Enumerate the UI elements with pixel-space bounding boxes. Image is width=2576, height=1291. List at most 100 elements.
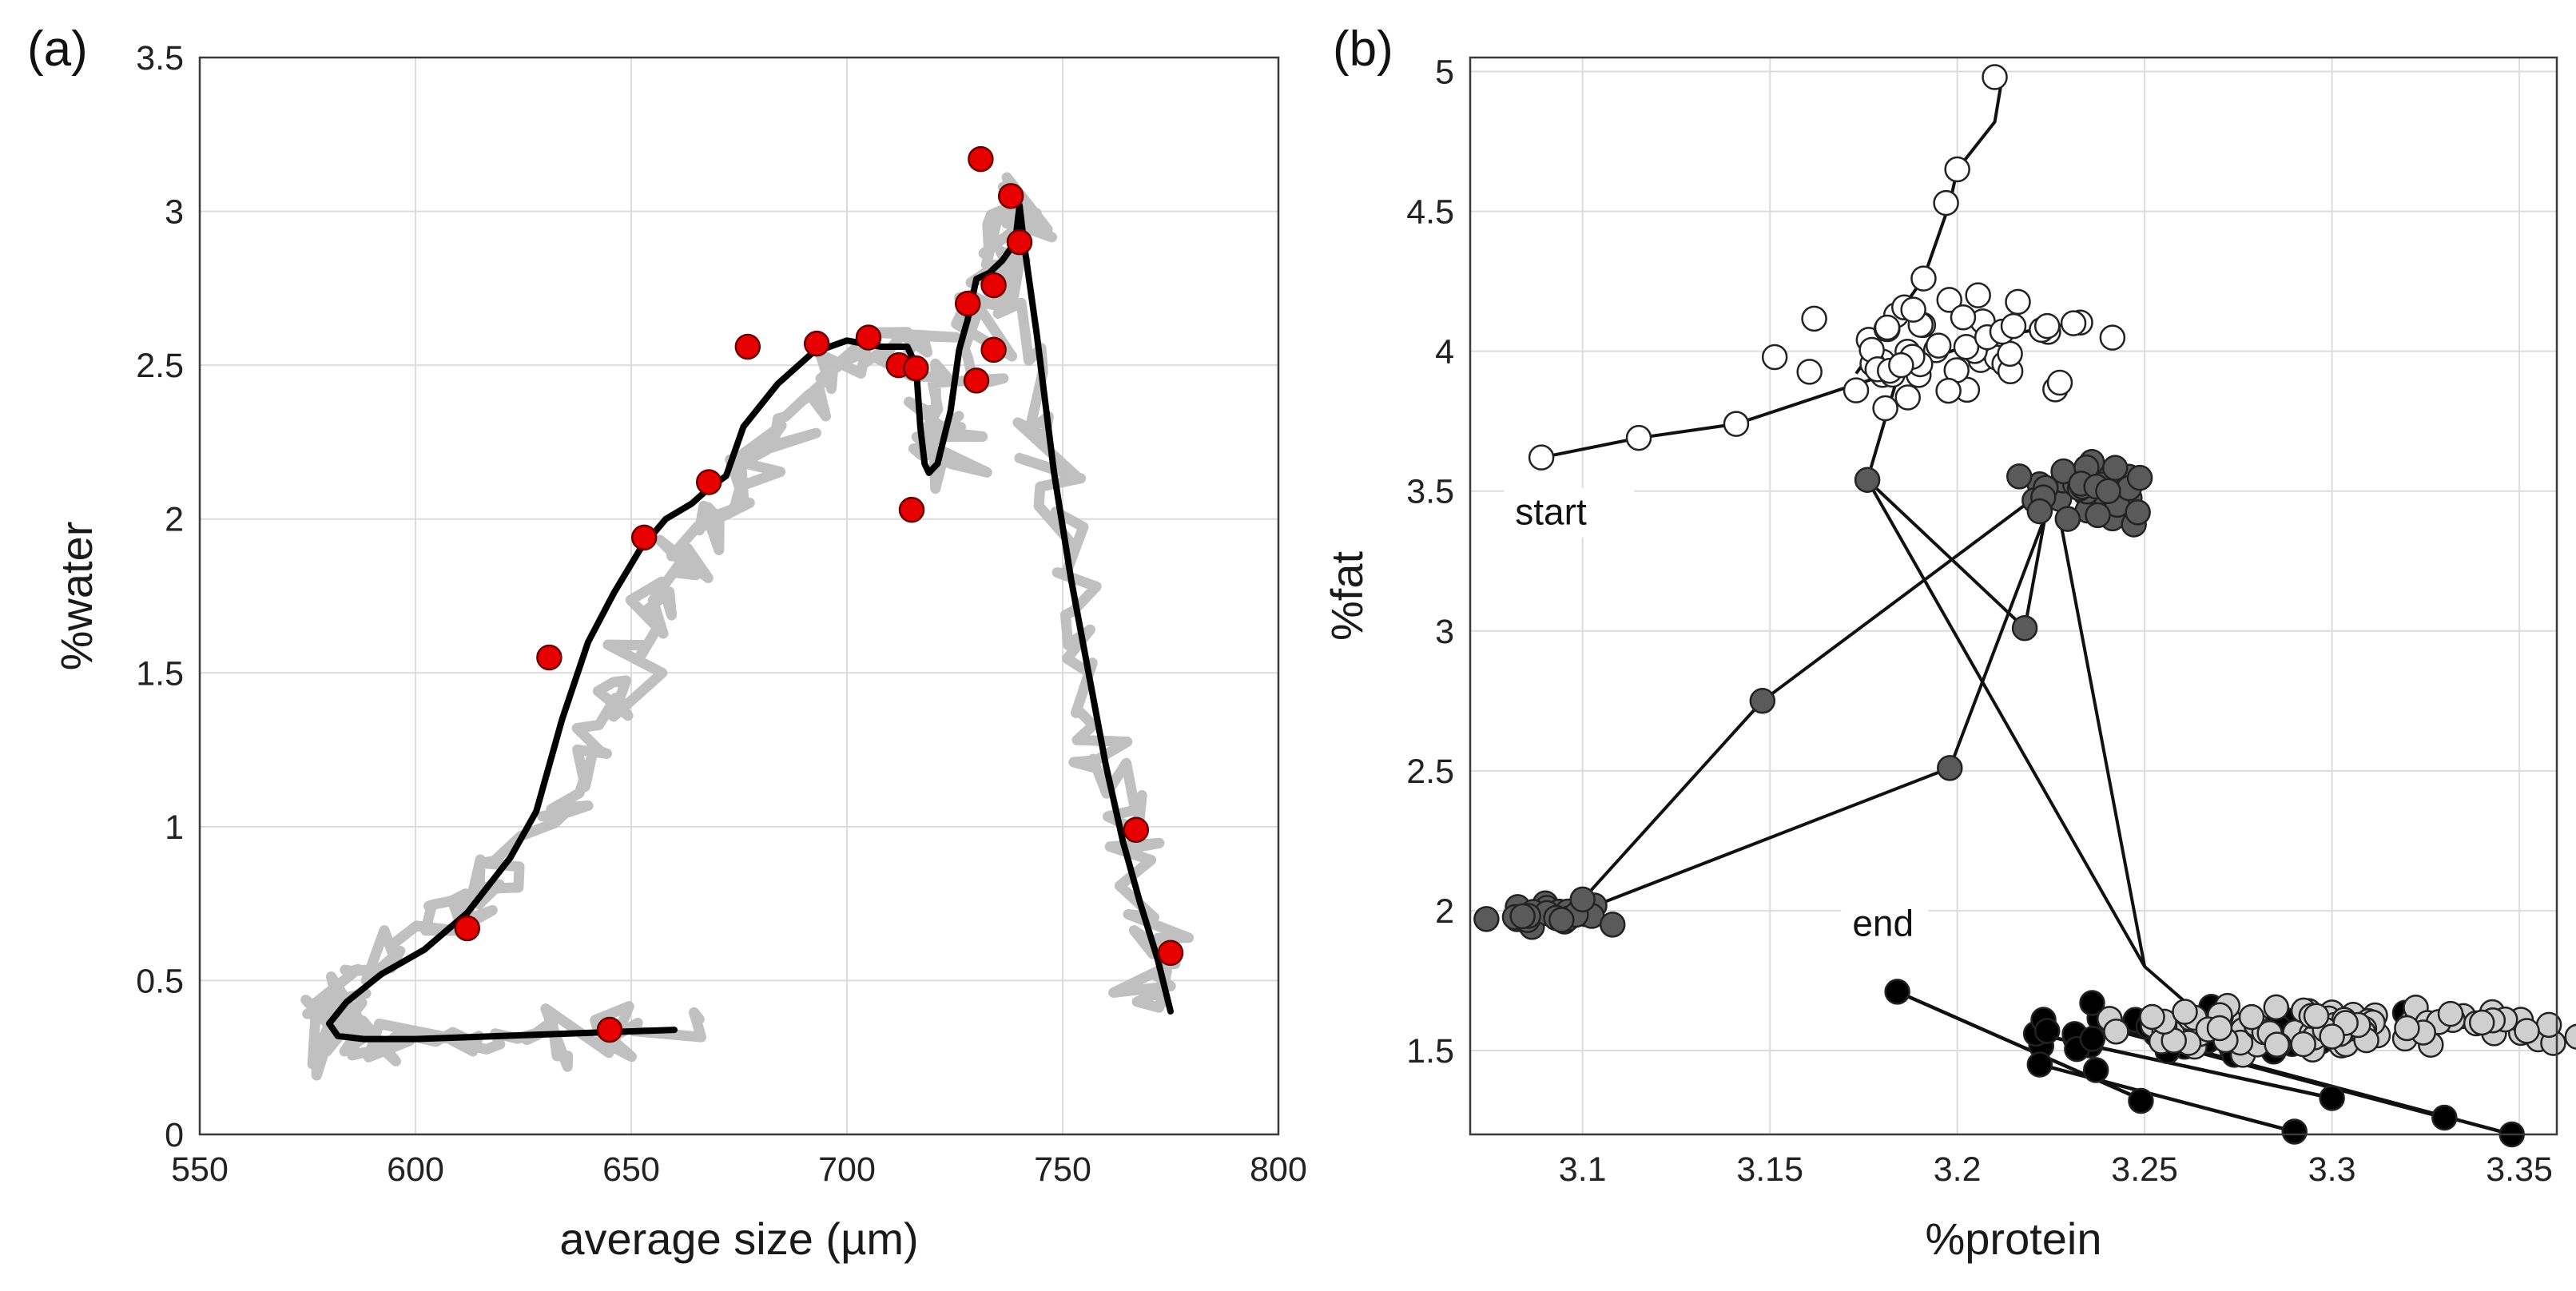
panelB-x-tick-label: 3.1 <box>1559 1150 1607 1189</box>
series-raw-trace <box>300 172 1195 1081</box>
panel-a-tick-labels: 550 600 650 700 750 800 0 0.5 1 1.5 2 2.5 3 3.5 <box>136 39 1307 1189</box>
later-phase-cluster-point <box>2172 999 2198 1025</box>
panel-a-plot-area <box>300 145 1195 1081</box>
panel-b-y-axis-label: %fat <box>1322 551 1372 641</box>
data-point <box>1723 411 1750 437</box>
data-point <box>2026 1051 2053 1078</box>
sample-point <box>1006 228 1033 256</box>
data-point <box>1925 332 1952 359</box>
start-phase-cluster-point <box>1950 304 1977 331</box>
start-phase-cluster-point <box>1936 287 1962 313</box>
panel-b-plot-area <box>1473 64 2576 1148</box>
data-point <box>1884 979 1910 1005</box>
later-phase-cluster-point <box>2263 994 2290 1021</box>
data-point <box>1944 156 1970 183</box>
data-point <box>1843 377 1870 403</box>
data-point <box>1937 755 1963 781</box>
sample-point <box>997 183 1024 209</box>
sample-point <box>980 272 1007 299</box>
data-point <box>2319 1085 2345 1111</box>
panelB-x-tick-label: 3.3 <box>2308 1150 2356 1189</box>
mid-phase-cluster-point <box>2085 502 2111 529</box>
start-phase-cluster-point <box>2005 288 2031 316</box>
data-point <box>2319 1023 2345 1050</box>
annotation-end: end <box>1852 902 1914 943</box>
panelB-y-tick-label: 1.5 <box>1406 1032 1454 1071</box>
data-point <box>1910 265 1937 292</box>
panel-a-axes-box <box>198 56 1280 1136</box>
mid-phase-cluster-point <box>1473 906 1500 932</box>
panel-a-label: (a) <box>27 22 88 77</box>
start-phase-cluster-point <box>1953 333 1980 360</box>
panelB-y-tick-label: 3.5 <box>1406 473 1454 511</box>
sample-point <box>454 915 481 942</box>
sample-point <box>954 290 981 317</box>
start-phase-cluster-point <box>2099 324 2126 351</box>
panelA-x-tick-label: 650 <box>602 1150 660 1189</box>
data-point <box>2431 1104 2458 1131</box>
sample-point <box>898 496 925 523</box>
data-point <box>1888 352 1914 379</box>
panelB-y-tick-label: 3 <box>1435 613 1454 651</box>
later-phase-cluster-point <box>2564 1023 2576 1050</box>
later-phase-cluster-point <box>2264 1031 2290 1058</box>
annotation-backdrop <box>1504 487 1635 538</box>
sample-point <box>1157 939 1184 967</box>
panelB-x-tick-label: 3.35 <box>2486 1150 2553 1189</box>
sample-point <box>968 145 994 173</box>
data-point <box>2128 1087 2154 1114</box>
mid-phase-cluster-point <box>2101 455 2129 481</box>
mid-phase-cluster-point <box>1548 907 1575 933</box>
data-point <box>1854 467 1881 493</box>
start-phase-cluster-point <box>1872 395 1898 422</box>
data-point <box>2139 1003 2165 1031</box>
panelA-x-tick-label: 800 <box>1250 1150 1307 1189</box>
panelA-y-tick-label: 3 <box>165 193 184 232</box>
start-phase-cluster-point <box>1894 384 1921 411</box>
panel-a-y-axis-label: %water <box>51 522 101 671</box>
data-point <box>2206 1015 2233 1042</box>
start-phase-cluster-point <box>1796 359 1823 385</box>
series-path-1 <box>1566 364 2147 967</box>
panel-b-annotations: start end <box>1504 487 1929 949</box>
panel-b-grid <box>1470 58 2557 1134</box>
end-phase-cluster-point <box>2079 1026 2106 1052</box>
panelA-y-tick-label: 0.5 <box>136 962 184 1000</box>
data-point <box>2281 1118 2308 1145</box>
mid-phase-cluster-point <box>2126 464 2153 491</box>
mid-phase-cluster-point <box>2125 499 2151 526</box>
data-point <box>1569 886 1596 913</box>
panel-a-x-axis-label: average size (µm) <box>559 1214 918 1264</box>
panelA-y-tick-label: 3.5 <box>136 39 184 77</box>
data-point <box>2011 615 2038 642</box>
start-phase-cluster-point <box>1900 296 1926 323</box>
mid-phase-cluster-point <box>2006 463 2033 490</box>
data-point <box>2079 990 2105 1016</box>
data-point <box>1982 64 2008 90</box>
panelA-y-tick-label: 0 <box>165 1116 184 1154</box>
panelA-y-tick-label: 1.5 <box>136 654 184 693</box>
data-point <box>1749 688 1776 714</box>
panel-b-x-axis-label: %protein <box>1925 1214 2101 1264</box>
panelB-x-tick-label: 3.25 <box>2111 1150 2178 1189</box>
annotation-backdrop <box>1841 899 1929 949</box>
start-phase-cluster-point <box>1935 377 1962 404</box>
data-point <box>2033 1018 2061 1044</box>
panelB-y-tick-label: 2 <box>1435 892 1454 931</box>
panel-b: (b) 3.1 3.15 3.2 3.25 3.3 3.35 1.5 2 2.5 3 3.5 4 4.5… <box>1322 22 2576 1264</box>
start-phase-cluster-point <box>1801 305 1827 332</box>
panelB-x-tick-label: 3.15 <box>1736 1150 1803 1189</box>
series-end-segment <box>2039 1063 2296 1134</box>
sample-point <box>1123 816 1150 843</box>
data-point <box>2033 312 2061 340</box>
mid-phase-cluster-point <box>2054 506 2081 532</box>
panelA-x-tick-label: 700 <box>818 1150 876 1189</box>
panelA-y-tick-label: 2.5 <box>136 347 184 385</box>
data-point <box>1625 424 1652 451</box>
data-point <box>1528 444 1555 471</box>
start-phase-cluster-point <box>1965 282 1991 308</box>
start-phase-cluster-point <box>2046 369 2073 396</box>
sample-point <box>630 524 658 551</box>
annotation-start: start <box>1515 491 1587 533</box>
panel-b-axes-box <box>1469 56 2558 1136</box>
